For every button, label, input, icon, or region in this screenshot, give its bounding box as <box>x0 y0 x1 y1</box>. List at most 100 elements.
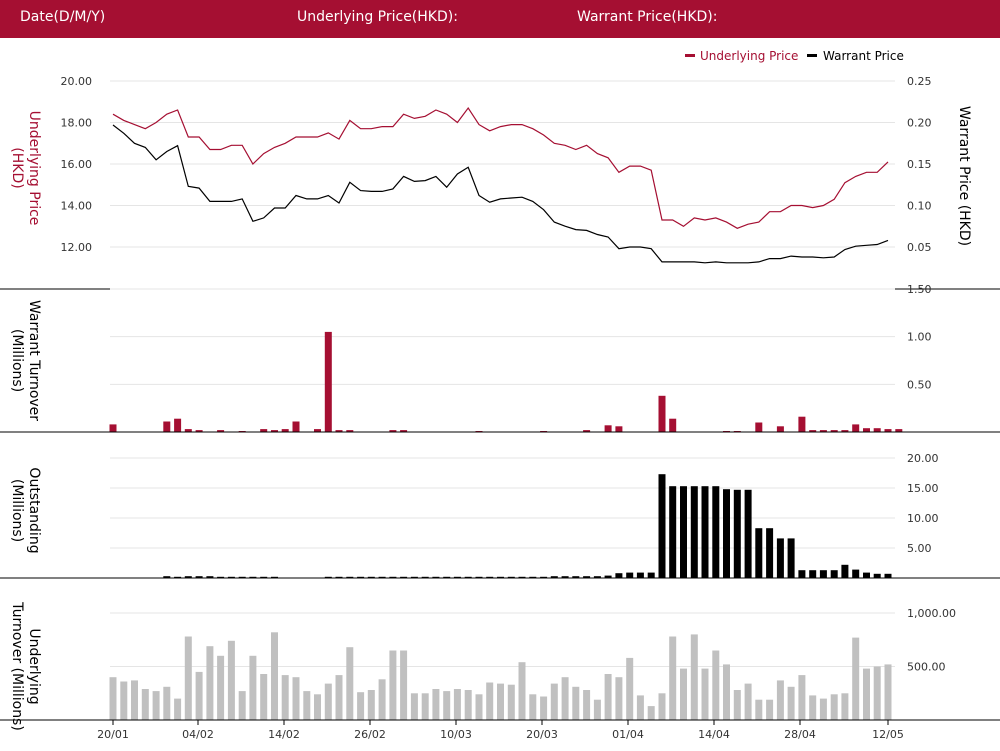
bar <box>195 671 203 720</box>
bar <box>819 698 827 720</box>
bar <box>109 424 117 432</box>
x-tick-label: 04/02 <box>182 728 214 741</box>
bar <box>550 683 558 720</box>
bar <box>626 572 634 578</box>
bar <box>174 698 182 720</box>
bar <box>260 576 268 578</box>
y-tick-label: 14.00 <box>61 200 93 213</box>
y-tick-label: 1,000.00 <box>907 607 956 620</box>
date-label: Date(D/M/Y) <box>20 9 106 25</box>
y-tick-label: 5.00 <box>907 542 932 555</box>
bar <box>389 430 397 432</box>
bar <box>809 695 817 720</box>
y-tick-label: 1.00 <box>907 331 932 344</box>
legend-swatch-warrant <box>807 54 817 57</box>
bar <box>690 634 698 720</box>
y-tick-label: 18.00 <box>61 117 93 130</box>
bar <box>486 576 494 578</box>
bar <box>184 429 192 432</box>
bar <box>852 424 860 432</box>
bar <box>680 486 687 578</box>
bar <box>658 693 666 721</box>
bar <box>249 576 257 578</box>
bar <box>367 576 375 578</box>
bar <box>615 426 623 432</box>
y-axis-label-right: Warrant Price (HKD) <box>956 106 972 246</box>
underlying-price-label: Underlying Price(HKD): <box>297 9 458 25</box>
bar <box>819 570 827 578</box>
bar <box>669 636 677 720</box>
bar <box>658 474 666 578</box>
bar <box>443 576 451 578</box>
bar <box>841 430 849 432</box>
bar <box>561 576 569 578</box>
bar <box>669 418 677 432</box>
legend-warrant: Warrant Price <box>823 49 904 63</box>
underlying-turnover-chart: 1,000.00 500.00 UnderlyingTurnover (Millio… <box>0 601 1000 741</box>
x-tick-label: 28/04 <box>784 728 816 741</box>
bar <box>733 489 741 578</box>
price-chart: 20.00 18.00 16.00 14.00 12.00 0.25 0.20 0.15 0.1… <box>0 49 1000 290</box>
bar <box>583 690 591 720</box>
bar <box>712 486 720 578</box>
bar <box>324 576 332 578</box>
bar <box>755 699 763 720</box>
bar <box>841 693 849 721</box>
bar <box>766 699 774 720</box>
bar <box>475 694 483 720</box>
bar <box>615 677 623 720</box>
bar <box>227 576 235 578</box>
bar <box>324 331 332 432</box>
bar <box>550 576 558 578</box>
bar <box>518 662 526 720</box>
bar <box>680 668 687 720</box>
bar <box>346 576 354 578</box>
bar <box>830 694 838 720</box>
bar <box>572 686 580 720</box>
bar <box>647 706 655 720</box>
bar <box>249 655 257 720</box>
bar <box>217 655 225 720</box>
chart-area: 20.00 18.00 16.00 14.00 12.00 0.25 0.20 0.15 0.1… <box>0 49 1000 741</box>
bar <box>120 681 128 720</box>
bar <box>636 695 644 720</box>
x-tick-label: 20/01 <box>97 728 129 741</box>
bar <box>314 694 321 720</box>
x-tick-label: 14/04 <box>698 728 730 741</box>
bar <box>324 683 332 720</box>
bar <box>733 690 741 720</box>
bar <box>798 416 806 432</box>
bar <box>217 430 225 432</box>
bar <box>389 650 397 720</box>
y-tick-label: 10.00 <box>907 512 939 525</box>
bar <box>604 674 612 720</box>
bar <box>895 429 903 432</box>
bar <box>863 428 870 432</box>
bar <box>281 675 289 720</box>
bar <box>776 538 784 578</box>
bar <box>432 576 440 578</box>
y-tick-label: 16.00 <box>61 158 93 171</box>
y-axis-label-warrant-turnover: Warrant Turnover(Millions) <box>9 300 42 421</box>
bar <box>346 647 354 720</box>
bar <box>271 632 278 720</box>
bar <box>453 576 461 578</box>
bar <box>809 430 817 432</box>
bar <box>238 576 246 578</box>
bar <box>421 693 429 721</box>
bar <box>723 489 730 578</box>
bar <box>389 576 397 578</box>
bar <box>712 650 720 720</box>
bar <box>744 683 752 720</box>
bar <box>163 576 171 578</box>
bar <box>432 689 440 720</box>
bar <box>798 570 806 578</box>
bar <box>873 573 881 578</box>
underlying-price-line <box>112 106 889 229</box>
bar <box>335 430 343 432</box>
bar <box>884 429 892 432</box>
bar <box>819 430 827 432</box>
y-tick-label: 12.00 <box>61 241 93 254</box>
bar <box>593 576 601 578</box>
bar <box>378 679 386 720</box>
